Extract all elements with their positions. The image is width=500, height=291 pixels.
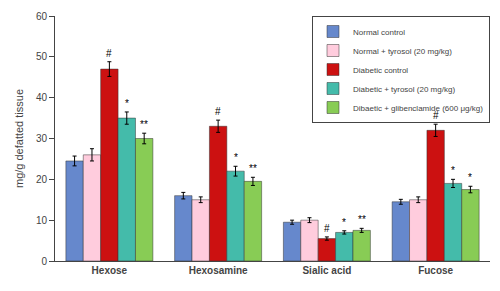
svg-text:**: **	[358, 214, 366, 225]
svg-text:Normal control: Normal control	[353, 28, 405, 37]
svg-text:10: 10	[36, 215, 48, 226]
svg-text:20: 20	[36, 174, 48, 185]
svg-text:*: *	[234, 152, 238, 163]
svg-text:**: **	[140, 119, 148, 130]
svg-text:Diabetic control: Diabetic control	[353, 66, 408, 75]
svg-text:Dibaetic + glibenclamide (600: Dibaetic + glibenclamide (600 μg/kg)	[353, 104, 483, 113]
svg-text:Sialic acid: Sialic acid	[302, 265, 351, 276]
svg-text:#: #	[106, 48, 112, 59]
svg-text:*: *	[125, 98, 129, 109]
svg-text:#: #	[215, 106, 221, 117]
svg-text:#: #	[324, 223, 330, 234]
svg-text:40: 40	[36, 92, 48, 103]
svg-text:**: **	[249, 163, 257, 174]
svg-text:Fucose: Fucose	[418, 265, 453, 276]
svg-text:*: *	[342, 217, 346, 228]
svg-text:60: 60	[36, 11, 48, 22]
svg-text:Hexosamine: Hexosamine	[189, 265, 248, 276]
svg-text:*: *	[451, 165, 455, 176]
svg-text:Normal + tyrosol (20 mg/kg): Normal + tyrosol (20 mg/kg)	[353, 47, 452, 56]
svg-text:*: *	[468, 172, 472, 183]
svg-text:mg/g defatted tissue: mg/g defatted tissue	[13, 89, 25, 188]
svg-text:#: #	[433, 110, 439, 121]
svg-text:0: 0	[41, 256, 47, 267]
svg-text:30: 30	[36, 133, 48, 144]
svg-text:50: 50	[36, 51, 48, 62]
svg-text:Diabetic + tyrosol (20 mg/kg): Diabetic + tyrosol (20 mg/kg)	[353, 85, 455, 94]
svg-text:Hexose: Hexose	[92, 265, 128, 276]
